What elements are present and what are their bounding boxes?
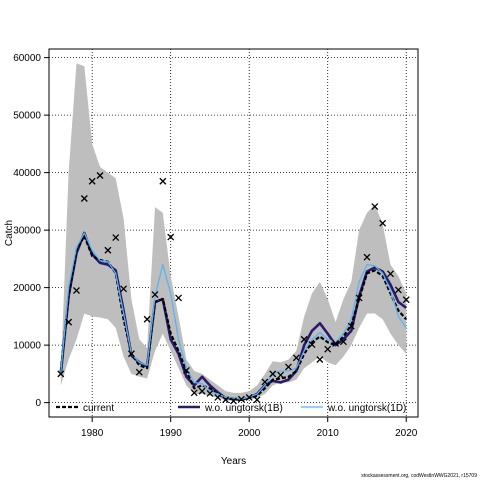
observed-point	[65, 318, 73, 326]
plot-frame	[48, 48, 419, 418]
observed-point	[230, 397, 237, 405]
observed-point	[261, 378, 269, 386]
y-axis: 0 10000 20000 30000 40000 50000 60000	[13, 53, 49, 409]
observed-point	[214, 393, 222, 401]
observed-point	[316, 356, 324, 363]
observed-point	[206, 389, 214, 397]
credit-text: stockassessment.org, codWestlnWWG2021, r…	[361, 473, 477, 479]
observed-point	[332, 339, 340, 347]
observed-point	[57, 370, 65, 378]
observed-point	[394, 286, 402, 294]
y-tick-label: 30000	[13, 226, 41, 237]
x-axis-title: Years	[221, 456, 246, 467]
y-tick-label: 10000	[13, 341, 41, 352]
observed-point	[222, 396, 230, 404]
observed-point	[347, 322, 355, 330]
observed-point	[355, 294, 363, 302]
observed-point	[277, 371, 285, 379]
observed-point	[73, 287, 80, 294]
observed-point	[308, 341, 316, 349]
observed-point	[190, 389, 198, 397]
observed-points	[57, 172, 410, 405]
observed-point	[112, 234, 120, 242]
observed-point	[371, 203, 379, 211]
x-tick-label: 1980	[81, 428, 104, 439]
x-tick-label: 2020	[395, 428, 418, 439]
x-tick-label: 2000	[238, 428, 261, 439]
observed-point	[253, 396, 261, 404]
observed-point	[245, 393, 253, 401]
y-tick-label: 60000	[13, 53, 41, 64]
observed-point	[237, 395, 245, 403]
observed-point	[80, 195, 88, 202]
observed-point	[143, 315, 151, 323]
observed-point	[175, 294, 183, 302]
observed-point	[339, 338, 347, 346]
observed-point	[135, 368, 143, 376]
confidence-band-area	[60, 63, 407, 401]
observed-point	[88, 177, 96, 185]
observed-point	[292, 354, 300, 362]
observed-point	[300, 335, 308, 343]
observed-point	[402, 296, 410, 304]
y-axis-title: Catch	[4, 220, 15, 246]
observed-point	[198, 387, 206, 395]
observed-point	[127, 350, 135, 358]
x-tick-label: 1990	[160, 428, 183, 439]
observed-point	[387, 270, 394, 278]
confidence-band	[60, 63, 407, 401]
observed-point	[151, 291, 159, 298]
y-tick-label: 50000	[13, 111, 41, 122]
y-tick-label: 0	[35, 398, 41, 409]
x-tick-label: 2010	[317, 428, 340, 439]
observed-point	[182, 366, 190, 374]
observed-point	[159, 177, 167, 185]
legend-label: current	[83, 403, 114, 414]
observed-point	[284, 363, 292, 371]
legend: current w.o. ungtorsk(1B) w.o. ungtorsk(1D…	[56, 403, 406, 414]
observed-point	[167, 233, 175, 241]
observed-point	[363, 253, 371, 261]
y-tick-label: 20000	[13, 283, 41, 294]
observed-point	[104, 246, 112, 254]
observed-point	[96, 172, 104, 179]
observed-point	[324, 345, 332, 353]
observed-point	[269, 370, 277, 378]
y-tick-label: 40000	[13, 168, 41, 179]
x-axis: 1980 1990 2000 2010 2020	[81, 417, 418, 439]
legend-label: w.o. ungtorsk(1B)	[204, 403, 283, 414]
observed-point	[120, 285, 128, 293]
legend-label: w.o. ungtorsk(1D)	[327, 403, 406, 414]
observed-point	[379, 219, 387, 227]
